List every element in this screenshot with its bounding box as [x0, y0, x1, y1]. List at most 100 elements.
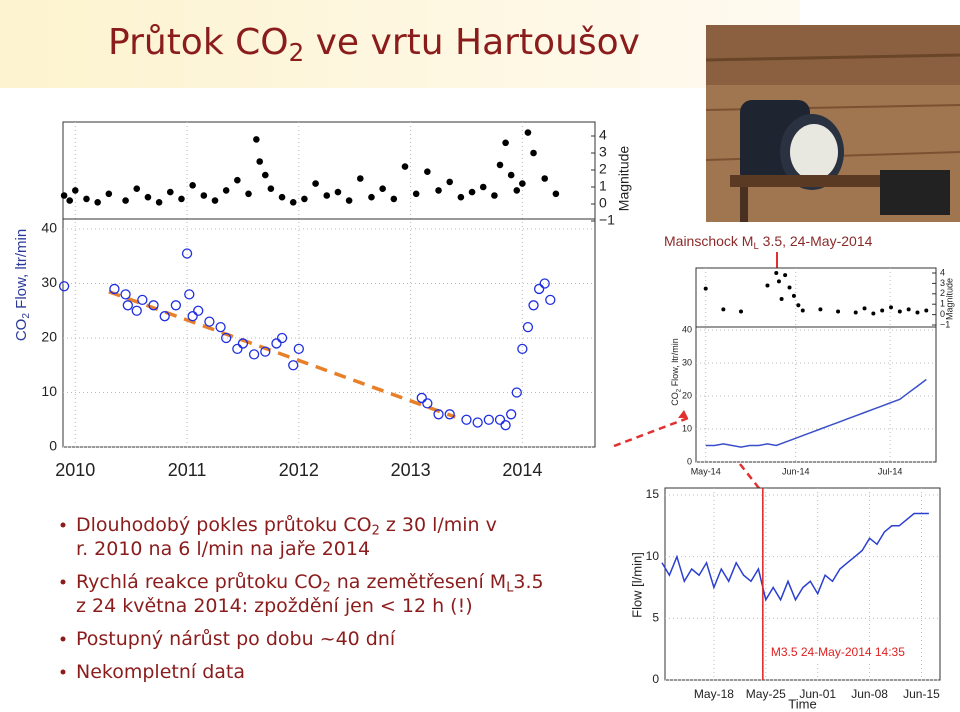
- data-point: [276, 332, 288, 344]
- x-tick-label: Jul-14: [878, 466, 903, 476]
- magnitude-point: [541, 175, 549, 182]
- magnitude-tick-label: −1: [599, 212, 615, 228]
- bullet-text: Dlouhodobý pokles průtoku CO2 z 30 l/min…: [76, 514, 497, 538]
- magnitude-point: [334, 188, 342, 196]
- magnitude-point: [267, 185, 275, 192]
- y-tick-label: 0: [687, 456, 692, 466]
- photo: [705, 25, 960, 222]
- magnitude-point: [800, 308, 805, 313]
- magnitude-point: [502, 139, 509, 147]
- data-point: [148, 300, 159, 311]
- bullet-text-part: Nekompletní data: [76, 661, 245, 683]
- y-tick-label: 5: [652, 611, 659, 625]
- data-point: [109, 283, 120, 295]
- magnitude-point: [457, 193, 465, 201]
- x-tick-label: 2011: [168, 460, 207, 480]
- y-axis-label-part: CO: [670, 392, 680, 406]
- magnitude-point: [211, 197, 219, 204]
- x-tick-label: Jun-14: [782, 466, 810, 476]
- magnitude-point: [776, 279, 781, 284]
- title-band: [0, 0, 800, 88]
- x-tick-label: 2012: [279, 460, 319, 480]
- slide-title-part: 2: [289, 38, 305, 67]
- bullet-text-part: r. 2010 na 6 l/min na jaře 2014: [76, 538, 370, 560]
- event-label: M3.5 24-May-2014 14:35: [771, 645, 905, 659]
- y-axis-label-part: Flow, ltr/min: [670, 338, 680, 389]
- magnitude-point: [787, 285, 792, 290]
- data-point: [539, 278, 550, 289]
- magnitude-point: [889, 305, 893, 310]
- bullet-text: Postupný nárůst po dobu ~40 dní: [76, 628, 396, 650]
- magnitude-point: [105, 190, 113, 198]
- magnitude-point: [189, 182, 196, 189]
- bullet-text-part: 2: [372, 523, 380, 538]
- magnitude-point: [323, 192, 331, 199]
- data-point: [193, 305, 204, 316]
- y-tick-label: 10: [41, 383, 57, 399]
- data-point: [181, 248, 193, 259]
- data-point: [260, 346, 271, 357]
- magnitude-point: [245, 190, 252, 198]
- magnitude-tick-label: 4: [940, 267, 945, 277]
- y-tick-label: 0: [652, 672, 659, 686]
- y-axis-label: CO2 Flow, ltr/min: [670, 338, 682, 405]
- magnitude-point: [222, 187, 230, 194]
- y-tick-label: 10: [682, 423, 692, 433]
- magnitude-tick-label: 2: [940, 288, 945, 298]
- magnitude-point: [791, 293, 796, 298]
- magnitude-point: [412, 190, 420, 198]
- y-tick-label: 30: [682, 357, 692, 367]
- data-point: [58, 281, 70, 292]
- slide-title-part: ve vrtu Hartoušov: [304, 22, 640, 63]
- magnitude-point: [155, 199, 163, 206]
- connector: [613, 416, 763, 493]
- magnitude-point: [862, 306, 867, 311]
- magnitude-point: [178, 195, 185, 203]
- data-point: [483, 414, 494, 425]
- data-point: [461, 414, 472, 425]
- magnitude-tick-label: 0: [599, 195, 607, 211]
- data-point: [494, 414, 506, 425]
- magnitude-point: [83, 195, 90, 203]
- data-point: [422, 398, 433, 409]
- magnitude-point: [774, 271, 779, 275]
- data-point: [511, 387, 522, 398]
- magnitude-point: [880, 308, 885, 313]
- y-tick-label: 40: [41, 220, 57, 236]
- x-tick-label: Jun-08: [851, 687, 888, 701]
- annotation: Mainschock ML 3.5, 24-May-2014: [664, 233, 873, 252]
- magnitude-point: [739, 309, 743, 314]
- data-point: [545, 294, 556, 306]
- data-point: [137, 294, 148, 306]
- magnitude-tick-label: 3: [940, 278, 945, 288]
- bullet-text-part: z 30 l/min v: [380, 514, 497, 536]
- bullet-text-part: 2: [322, 580, 330, 595]
- magnitude-point: [261, 171, 269, 179]
- data-point: [506, 409, 517, 420]
- magnitude-point: [796, 303, 801, 308]
- magnitude-point: [345, 197, 353, 204]
- bullet-text-part: Dlouhodobý pokles průtoku CO: [76, 514, 372, 536]
- bullet-text-part: 3.5: [513, 571, 543, 593]
- magnitude-point: [71, 187, 79, 194]
- magnitude-point: [289, 199, 297, 206]
- magnitude-point: [368, 193, 375, 201]
- y-axis-label-part: CO: [13, 319, 30, 342]
- magnitude-tick-label: 1: [599, 178, 607, 194]
- annotation-part: L: [753, 240, 758, 251]
- y-axis-label: CO2 Flow, ltr/min: [13, 229, 32, 341]
- magnitude-point: [703, 286, 708, 291]
- magnitude-point: [390, 195, 398, 203]
- magnitude-point: [356, 175, 364, 182]
- magnitude-point: [853, 310, 858, 315]
- y-tick-label: 40: [682, 324, 692, 334]
- x-tick-label: May-18: [694, 687, 734, 701]
- annotation-part: Mainschock M: [664, 233, 753, 249]
- magnitude-point: [783, 273, 788, 278]
- magnitude-tick-label: 2: [599, 161, 607, 177]
- data-point: [122, 300, 133, 311]
- data-point: [159, 311, 170, 322]
- magnitude-point: [721, 307, 726, 312]
- bullet-text-part: Rychlá reakce průtoku CO: [76, 571, 322, 593]
